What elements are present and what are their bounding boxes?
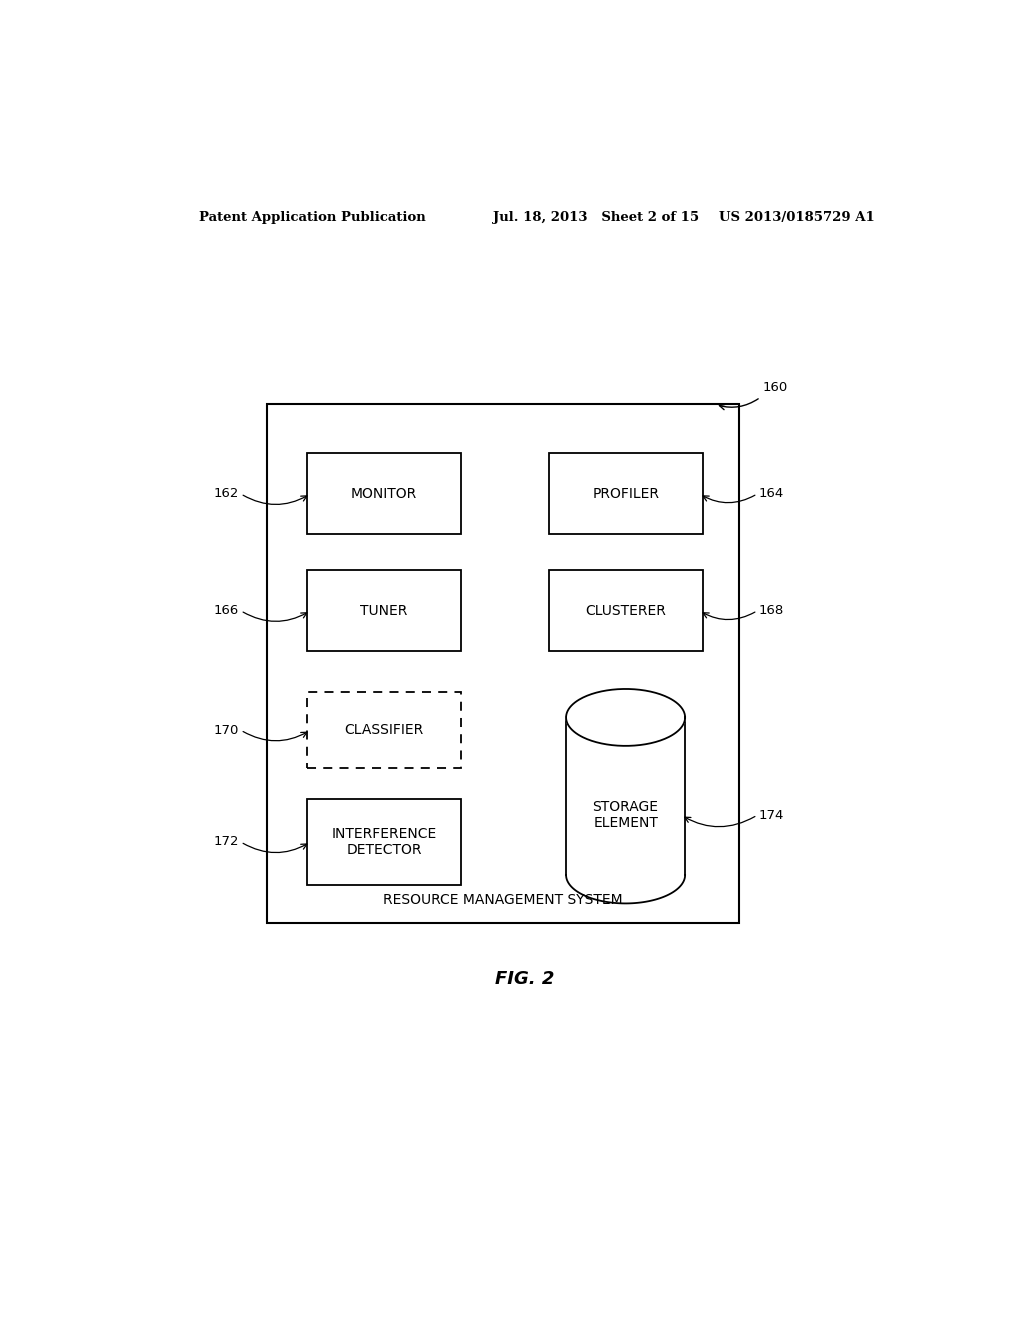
Text: STORAGE
ELEMENT: STORAGE ELEMENT xyxy=(593,800,658,830)
Polygon shape xyxy=(566,718,685,875)
Text: RESOURCE MANAGEMENT SYSTEM: RESOURCE MANAGEMENT SYSTEM xyxy=(383,894,623,907)
Text: Patent Application Publication: Patent Application Publication xyxy=(200,211,426,224)
Text: 162: 162 xyxy=(214,487,239,500)
Text: Jul. 18, 2013   Sheet 2 of 15: Jul. 18, 2013 Sheet 2 of 15 xyxy=(494,211,699,224)
Bar xyxy=(549,453,703,535)
Text: 170: 170 xyxy=(214,723,239,737)
Text: PROFILER: PROFILER xyxy=(593,487,659,500)
Bar xyxy=(306,799,461,886)
Text: FIG. 2: FIG. 2 xyxy=(496,970,554,987)
Bar xyxy=(549,570,703,651)
Text: CLASSIFIER: CLASSIFIER xyxy=(344,723,424,737)
Text: CLUSTERER: CLUSTERER xyxy=(586,603,667,618)
Polygon shape xyxy=(566,689,685,746)
Text: 174: 174 xyxy=(759,809,784,821)
Bar xyxy=(306,570,461,651)
Text: 166: 166 xyxy=(214,605,239,618)
Bar xyxy=(267,404,739,923)
Text: TUNER: TUNER xyxy=(360,603,408,618)
Text: US 2013/0185729 A1: US 2013/0185729 A1 xyxy=(719,211,874,224)
Text: INTERFERENCE
DETECTOR: INTERFERENCE DETECTOR xyxy=(332,826,436,857)
Text: 160: 160 xyxy=(763,380,788,393)
Bar xyxy=(306,453,461,535)
Text: 172: 172 xyxy=(214,836,239,849)
Text: 164: 164 xyxy=(759,487,784,500)
Text: MONITOR: MONITOR xyxy=(351,487,417,500)
Bar xyxy=(306,692,461,768)
Text: 168: 168 xyxy=(759,605,784,618)
